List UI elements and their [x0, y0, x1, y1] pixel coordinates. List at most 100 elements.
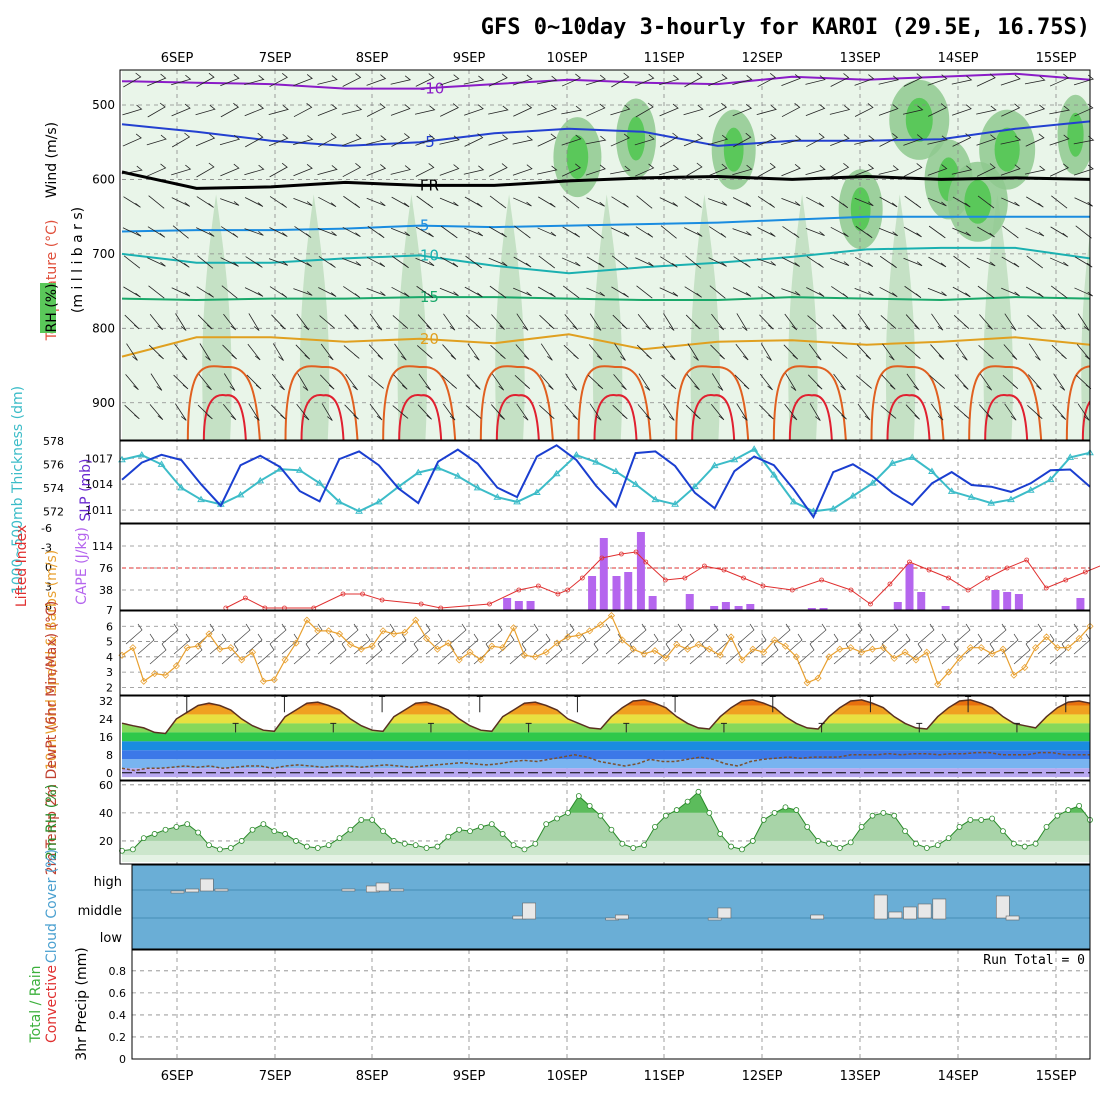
- wind-barb: [244, 228, 264, 236]
- wind-barb: [806, 287, 825, 297]
- wind-barb: [683, 104, 704, 116]
- wind-speed-marker: [923, 648, 931, 656]
- wind-barb: [927, 164, 948, 176]
- wind-barb: [1025, 227, 1045, 237]
- wind-barb: [585, 164, 606, 176]
- thickness-line-marker: [493, 493, 502, 500]
- wind-barb: [611, 286, 629, 298]
- wind-barb: [928, 225, 946, 239]
- wind-barb-10m: [521, 623, 539, 645]
- li-marker: [819, 577, 824, 583]
- wind-barb: [366, 288, 386, 296]
- wind-barb-10m: [869, 643, 887, 665]
- rh-marker: [260, 821, 267, 828]
- wind-speed-marker: [553, 639, 561, 647]
- wind-barb-10m: [641, 633, 659, 655]
- slp-line: [121, 444, 1091, 520]
- wind-barb-10m: [221, 643, 239, 665]
- wind-barb: [392, 315, 409, 329]
- wind-barb: [416, 285, 434, 299]
- rh-marker: [412, 842, 419, 849]
- wind-speed-marker: [216, 645, 224, 653]
- wind-barb-10m: [773, 623, 791, 645]
- wind-barb: [586, 103, 606, 117]
- wind-barb: [440, 103, 459, 117]
- wind-barb: [123, 72, 142, 88]
- wind-barb: [344, 404, 359, 420]
- wind-speed-marker: [368, 642, 376, 650]
- cape-bar: [746, 604, 755, 610]
- minmax-bar: [183, 696, 190, 713]
- slp-ylabel-part: SLP (mb): [78, 458, 94, 521]
- wind-barb: [221, 285, 238, 299]
- wind-barb: [295, 344, 311, 360]
- wind-barb: [150, 373, 163, 391]
- wind-barb: [415, 226, 434, 238]
- wind-barb: [220, 73, 240, 87]
- wind-barb: [148, 344, 164, 360]
- wind-barb-10m: [629, 623, 647, 645]
- temp-band: [122, 723, 1090, 733]
- cloud-bg: [132, 865, 1090, 949]
- wind-barb: [1076, 374, 1092, 390]
- wind-barb: [271, 404, 286, 420]
- wind-barb: [684, 227, 703, 237]
- wind-barb-10m: [533, 633, 551, 655]
- wind-barb: [929, 375, 946, 389]
- wind-barb: [1025, 133, 1045, 147]
- wind-speed-marker: [499, 644, 507, 652]
- rh-marker: [303, 843, 310, 850]
- wind-barb: [611, 196, 629, 208]
- wind-speed-marker: [934, 680, 942, 688]
- wind-barb: [122, 133, 142, 147]
- wind-barb: [222, 344, 237, 360]
- cape-bar: [941, 606, 950, 610]
- wind-barb: [561, 105, 582, 115]
- wind-barb: [343, 286, 361, 298]
- date-label-top: 10SEP: [547, 51, 588, 66]
- temp-band: [122, 699, 1090, 706]
- rh-marker: [989, 815, 996, 822]
- minmax-bar: [623, 722, 630, 733]
- rh-column: [202, 194, 232, 440]
- wind-barb: [589, 403, 602, 421]
- wind-barb: [488, 105, 509, 115]
- wind-barb: [564, 404, 579, 420]
- wind-barb: [734, 374, 750, 390]
- cape-bar: [526, 601, 535, 610]
- wind-barb: [1027, 405, 1043, 420]
- wind-barb: [439, 164, 460, 176]
- wind-barb: [442, 403, 456, 421]
- rh-column: [299, 194, 330, 440]
- cloud-bar: [810, 914, 825, 920]
- li-marker: [633, 549, 639, 555]
- panel-frame: [131, 949, 1091, 1060]
- wind-barb: [927, 135, 948, 145]
- wind-barb-10m: [425, 633, 443, 655]
- contour-30: [886, 394, 931, 440]
- li-marker: [618, 551, 624, 557]
- wind-barb: [1000, 164, 1021, 176]
- wind-barb: [366, 74, 387, 86]
- wind-barb: [488, 73, 508, 87]
- wind-barb: [976, 73, 996, 87]
- rh-marker: [358, 816, 365, 823]
- wind-barb: [1074, 256, 1093, 268]
- wind-barb: [707, 134, 729, 146]
- wind-barb: [879, 255, 897, 269]
- rh-marker: [608, 826, 615, 833]
- wind-barb: [1049, 73, 1070, 87]
- wind-barb: [854, 164, 875, 176]
- thickness-line-marker: [908, 453, 917, 460]
- rh-marker: [206, 842, 212, 849]
- wind-speed-marker: [161, 671, 170, 679]
- wind-barb: [757, 162, 776, 178]
- wind-barb: [320, 343, 334, 361]
- date-label-bottom: 13SEP: [840, 1069, 881, 1084]
- rh-marker: [739, 846, 745, 853]
- cloud-bar: [615, 914, 629, 920]
- temp-band: [122, 750, 1090, 760]
- thickness-line-marker: [611, 467, 620, 474]
- wind-barb: [829, 105, 851, 115]
- thickness-line-marker: [651, 495, 660, 503]
